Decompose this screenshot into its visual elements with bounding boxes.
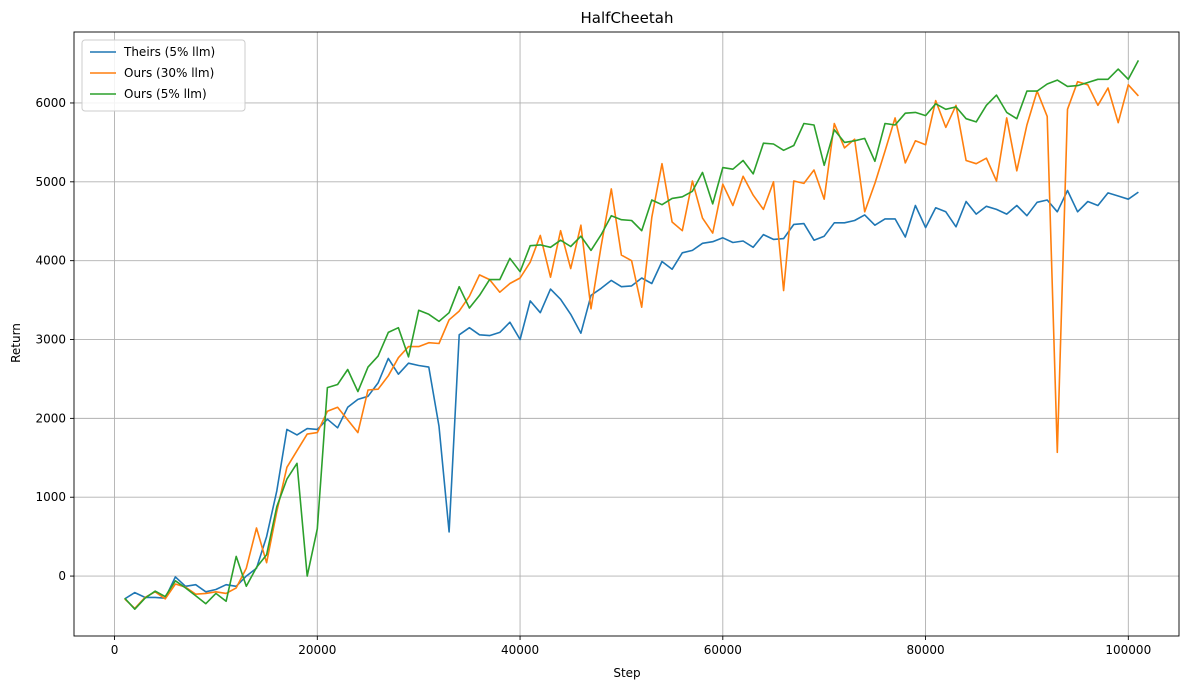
series-line-2 <box>124 80 1139 610</box>
series-line-1 <box>124 189 1139 600</box>
y-axis-label: Return <box>9 323 23 363</box>
x-tick-label: 100000 <box>1105 643 1151 657</box>
x-tick-label: 20000 <box>298 643 336 657</box>
y-tick-label: 4000 <box>35 254 66 268</box>
y-tick-label: 1000 <box>35 490 66 504</box>
y-tick-label: 6000 <box>35 96 66 110</box>
series-line-3 <box>124 60 1140 611</box>
tick-layer: 0 20000 40000 60000 80000 100000 0 1000 2000 3000… <box>35 96 1151 657</box>
y-tick-label: 3000 <box>35 333 66 347</box>
legend: Theirs (5% llm) Ours (30% llm) Ours (5% ll… <box>81 39 246 112</box>
x-tick-label: 80000 <box>906 643 944 657</box>
legend-label: Theirs (5% llm) <box>123 45 215 59</box>
legend-box <box>81 39 246 112</box>
grid-layer <box>74 32 1179 636</box>
plot-frame <box>73 31 1180 637</box>
y-tick-label: 5000 <box>35 175 66 189</box>
chart-title: HalfCheetah <box>581 9 674 27</box>
legend-label: Ours (30% llm) <box>124 66 214 80</box>
legend-label: Ours (5% llm) <box>124 87 207 101</box>
x-axis-label: Step <box>613 666 640 680</box>
x-tick-label: 60000 <box>704 643 742 657</box>
series-layer <box>124 60 1140 611</box>
y-tick-label: 0 <box>58 569 66 583</box>
y-tick-label: 2000 <box>35 411 66 425</box>
x-tick-label: 0 <box>111 643 119 657</box>
x-tick-label: 40000 <box>501 643 539 657</box>
